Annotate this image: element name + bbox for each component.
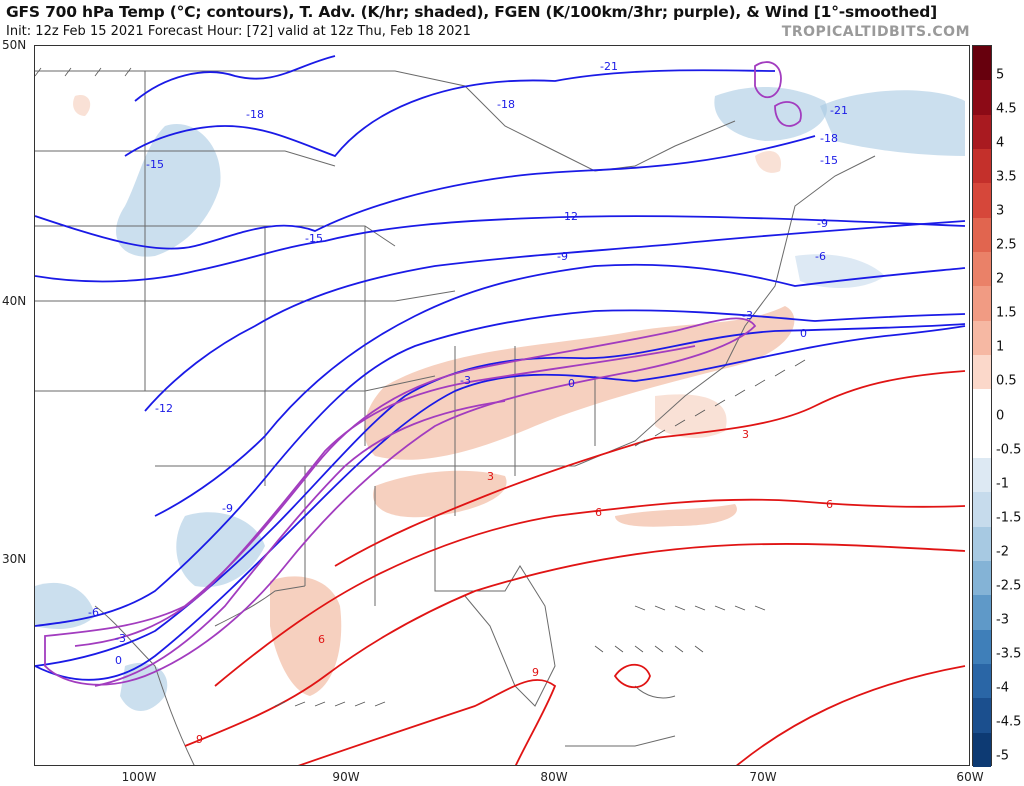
contour-label: 6: [595, 506, 602, 519]
colorbar-segment: [973, 732, 991, 768]
colorbar-tick-label: -4.5: [996, 714, 1022, 730]
contour-label: -9: [817, 217, 828, 230]
colorbar-tick-label: 5: [996, 67, 1005, 83]
contour-label: 0: [568, 377, 575, 390]
political-boundaries: [35, 70, 876, 765]
colorbar-segment: [973, 526, 991, 562]
colorbar-tick-label: -1.5: [996, 510, 1022, 526]
lon-label-70w: 70W: [749, 770, 777, 784]
colorbar-tick-label: 0: [996, 408, 1005, 423]
contour-label: -3: [742, 309, 753, 322]
lon-label-80w: 80W: [540, 770, 568, 784]
brand-watermark: TROPICALTIDBITS.COM: [781, 24, 970, 40]
colorbar-tick-label: 3.5: [996, 169, 1017, 185]
contour-label: -6: [815, 250, 826, 263]
colorbar-segment: [973, 492, 991, 528]
contour-label: -21: [830, 104, 848, 117]
contour-label: -15: [305, 232, 323, 245]
colorbar-tick-label: -2: [996, 544, 1009, 560]
colorbar-segment: [973, 320, 991, 356]
contour-label: -21: [600, 60, 618, 73]
colorbar-segment: [973, 217, 991, 253]
contour-label: -18: [497, 98, 515, 111]
lon-label-90w: 90W: [332, 770, 360, 784]
colorbar-tick-label: -1: [996, 476, 1009, 492]
colorbar-segment: [973, 286, 991, 322]
lat-label-50n: 50N: [2, 38, 27, 52]
colorbar-segment: [973, 149, 991, 184]
colorbar-segment: [973, 629, 991, 665]
map-canvas: [35, 55, 966, 765]
contour-label: -12: [155, 402, 173, 415]
colorbar-segment: [973, 114, 991, 150]
contour-label: 0: [115, 654, 122, 667]
contour-label: 0: [800, 327, 807, 340]
contour-label: -9: [222, 502, 233, 515]
contour-label: 9: [532, 666, 539, 679]
colorbar-segment: [973, 561, 991, 596]
colorbar-segment: [973, 698, 991, 734]
colorbar-segment: [973, 355, 991, 390]
colorbar-tick-label: -3: [996, 612, 1009, 628]
colorbar-tick-label: 1: [996, 339, 1005, 355]
colorbar-segment: [973, 183, 991, 219]
contour-label: 3: [742, 428, 749, 441]
contour-label: -18: [820, 132, 838, 145]
contour-label: -15: [820, 154, 838, 167]
colorbar-tick-label: 2.5: [996, 237, 1017, 253]
colorbar-tick-label: -2.5: [996, 578, 1022, 594]
lat-label-40n: 40N: [2, 294, 27, 308]
contour-label: -6: [88, 606, 99, 619]
colorbar-tick-label: -0.5: [996, 442, 1022, 458]
colorbar-tick-label: 0.5: [996, 373, 1017, 389]
colorbar-segment: [973, 80, 991, 116]
chart-subtitle: Init: 12z Feb 15 2021 Forecast Hour: [72…: [6, 24, 471, 39]
colorbar-tick-label: 2: [996, 271, 1005, 287]
colorbar-segment: [973, 423, 991, 459]
colorbar-tick-label: -3.5: [996, 646, 1022, 662]
contour-label: 3: [487, 470, 494, 483]
contour-label: 6: [826, 498, 833, 511]
weather-map: [34, 45, 970, 766]
contour-label: -3: [115, 632, 126, 645]
contour-label: -3: [460, 374, 471, 387]
contour-label: -18: [246, 108, 264, 121]
colorbar-tick-label: 4.5: [996, 101, 1017, 117]
colorbar-segment: [973, 252, 991, 287]
colorbar-tick-label: 3: [996, 203, 1005, 219]
colorbar-segment: [973, 664, 991, 699]
contour-label: 6: [318, 633, 325, 646]
colorbar-segment: [973, 595, 991, 631]
colorbar-tick-label: -5: [996, 748, 1009, 764]
lon-label-100w: 100W: [121, 770, 157, 784]
frontogenesis-contours: [44, 61, 802, 687]
lat-label-30n: 30N: [2, 552, 27, 566]
colorbar: [972, 45, 992, 768]
colorbar-segment: [973, 46, 991, 81]
temperature-contours-warm: [184, 370, 966, 765]
contour-label: -12: [560, 210, 578, 223]
lon-label-60w: 60W: [956, 770, 984, 784]
chart-title: GFS 700 hPa Temp (°C; contours), T. Adv.…: [6, 3, 938, 21]
colorbar-segment: [973, 458, 991, 493]
colorbar-tick-label: -4: [996, 680, 1009, 696]
contour-label: 9: [196, 733, 203, 746]
colorbar-segment: [973, 389, 991, 425]
colorbar-tick-label: 4: [996, 135, 1005, 151]
contour-label: -9: [557, 250, 568, 263]
contour-label: -15: [146, 158, 164, 171]
wind-barbs: [35, 67, 806, 707]
cold-advection-shading: [35, 86, 965, 711]
colorbar-tick-label: 1.5: [996, 305, 1017, 321]
temperature-contours-cold: [35, 55, 966, 681]
